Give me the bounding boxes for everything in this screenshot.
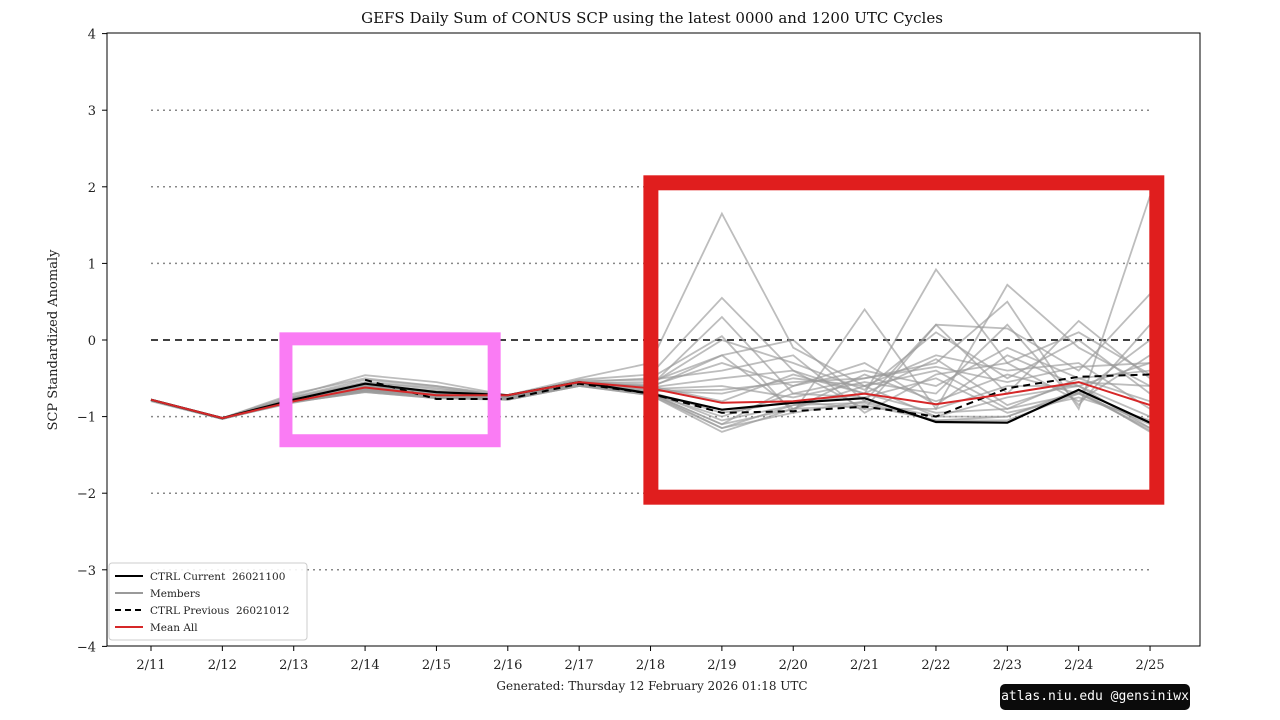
x-tick-label: 2/15 <box>422 658 451 673</box>
y-tick-label: −1 <box>77 411 96 426</box>
x-tick-label: 2/11 <box>136 658 165 673</box>
y-tick-label: 1 <box>88 257 96 272</box>
axes: 4 3 2 1 0 −1 −2 −3 −4 2/11 2/12 2/13 2/14 2/15 2/16 2/1… <box>77 28 1165 673</box>
legend-ctrl-previous: CTRL Previous 26021012 <box>150 605 289 617</box>
legend: CTRL Current 26021100 Members CTRL Previ… <box>108 562 308 641</box>
x-tick-label: 2/16 <box>493 658 522 673</box>
y-axis-label: SCP Standardized Anomaly <box>46 249 61 431</box>
y-tick-label: 2 <box>88 181 96 196</box>
legend-ctrl-current: CTRL Current 26021100 <box>150 571 285 583</box>
x-tick-label: 2/22 <box>921 658 950 673</box>
x-tick-label: 2/17 <box>565 658 594 673</box>
x-tick-label: 2/13 <box>279 658 308 673</box>
x-tick-label: 2/23 <box>993 658 1022 673</box>
highlight-box-pink <box>279 332 501 448</box>
generated-footer: Generated: Thursday 12 February 2026 01:… <box>496 679 807 693</box>
y-tick-label: −3 <box>77 564 96 579</box>
x-tick-label: 2/21 <box>850 658 879 673</box>
y-tick-label: 4 <box>88 28 96 43</box>
x-tick-label: 2/12 <box>208 658 237 673</box>
y-tick-label: 3 <box>88 104 96 119</box>
x-tick-label: 2/19 <box>707 658 736 673</box>
x-tick-label: 2/14 <box>350 658 379 673</box>
x-tick-label: 2/20 <box>779 658 808 673</box>
watermark: atlas.niu.edu @gensiniwx <box>1000 684 1190 710</box>
x-tick-label: 2/18 <box>636 658 665 673</box>
y-tick-label: 0 <box>88 334 96 349</box>
y-tick-label: −2 <box>77 487 96 502</box>
y-tick-label: −4 <box>77 640 96 655</box>
legend-mean-all: Mean All <box>150 622 198 634</box>
annotations <box>279 175 1165 505</box>
legend-members: Members <box>150 588 200 600</box>
chart-title: GEFS Daily Sum of CONUS SCP using the la… <box>361 9 943 27</box>
highlight-box-red <box>643 175 1165 505</box>
x-tick-label: 2/25 <box>1135 658 1164 673</box>
x-tick-label: 2/24 <box>1064 658 1093 673</box>
